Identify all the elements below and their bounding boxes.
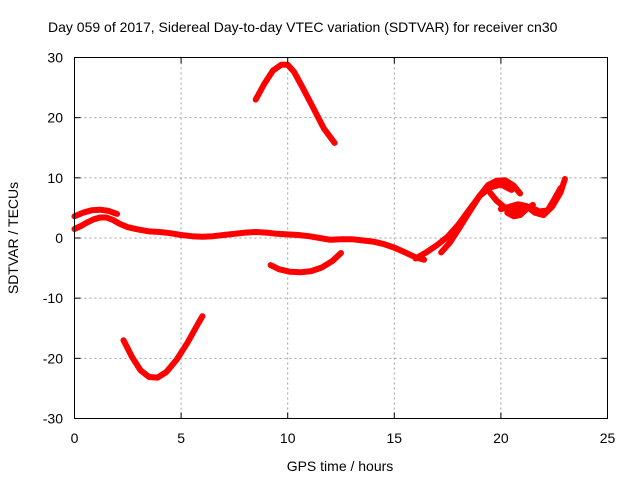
x-tick-label-20: 20 <box>493 430 509 446</box>
y-tick-label-10: 10 <box>47 170 63 186</box>
y-tick-label-30: 30 <box>47 50 63 66</box>
x-tick-label-25: 25 <box>600 430 616 446</box>
x-tick-labels: 0 5 10 15 20 25 <box>71 430 616 446</box>
y-tick-label--10: -10 <box>43 290 63 306</box>
y-tick-label--30: -30 <box>43 411 63 427</box>
series-arc-peak-high <box>252 61 338 146</box>
series-arc-mid-negative <box>267 250 344 276</box>
y-tick-label--20: -20 <box>43 350 63 366</box>
x-axis-label: GPS time / hours <box>287 458 394 474</box>
axis-ticks <box>74 57 608 419</box>
series-arc-main-left <box>71 214 428 263</box>
x-tick-label-15: 15 <box>387 430 403 446</box>
y-tick-label-20: 20 <box>47 110 63 126</box>
series-arc-early-upper <box>71 206 121 220</box>
data-series <box>71 61 568 381</box>
x-tick-label-10: 10 <box>280 430 296 446</box>
series-arc-rise-b <box>438 177 524 256</box>
series-arc-dip-low <box>120 313 206 381</box>
y-axis-label: SDTVAR / TECUs <box>5 182 21 294</box>
x-tick-label-5: 5 <box>177 430 185 446</box>
series-arc-late-upper <box>497 176 568 219</box>
chart-title: Day 059 of 2017, Sidereal Day-to-day VTE… <box>48 19 558 35</box>
y-tick-labels: -30 -20 -10 0 10 20 30 <box>43 50 63 427</box>
x-tick-label-0: 0 <box>71 430 79 446</box>
y-tick-label-0: 0 <box>55 230 63 246</box>
series-arc-late-loop <box>504 201 536 220</box>
